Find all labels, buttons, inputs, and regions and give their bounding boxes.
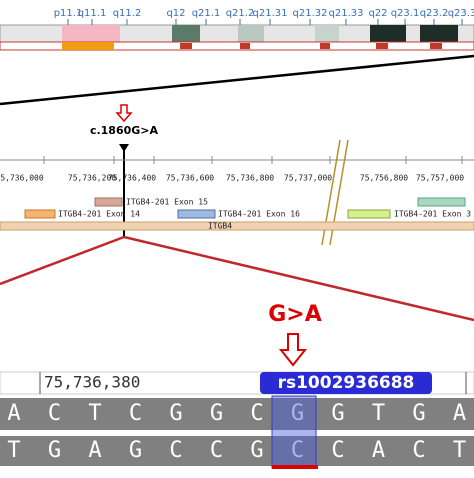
- band-label: q11.1: [78, 8, 107, 19]
- band-label: q12: [166, 8, 185, 19]
- marker: [240, 43, 250, 49]
- band-label: q11.2: [113, 8, 142, 19]
- arrow: [115, 104, 133, 123]
- base: A: [453, 401, 466, 426]
- coordinate-label: 75,736,400: [108, 174, 156, 183]
- gene-label: ITGB4: [208, 222, 232, 231]
- marker: [320, 43, 330, 49]
- base: C: [129, 401, 142, 426]
- coordinate: 75,736,380: [44, 373, 140, 392]
- variant-label: c.1860G>A: [90, 124, 159, 137]
- arrow: [278, 333, 308, 367]
- gene-bar: [0, 221, 474, 231]
- base: C: [291, 438, 304, 463]
- centromere: [62, 25, 120, 42]
- change-label: G>A: [268, 302, 322, 327]
- base: A: [88, 438, 101, 463]
- base: G: [331, 401, 344, 426]
- zoom-line: [123, 235, 474, 322]
- base: C: [250, 401, 263, 426]
- pointer: [119, 144, 129, 152]
- underline: [272, 465, 318, 469]
- base: G: [250, 438, 263, 463]
- band-label: p11.1: [54, 8, 83, 19]
- coordinate-label: 75,756,800: [360, 174, 408, 183]
- highlight: [62, 42, 114, 50]
- base: T: [88, 401, 101, 426]
- seq-row: [0, 398, 474, 430]
- base: T: [453, 438, 466, 463]
- exon: [417, 197, 466, 207]
- marker: [180, 43, 192, 49]
- base: G: [129, 438, 142, 463]
- band-dark: [420, 25, 458, 42]
- band-dark: [172, 25, 200, 42]
- seq-row: [0, 436, 474, 466]
- coordinate-label: 75,737,000: [284, 174, 332, 183]
- base: G: [210, 401, 223, 426]
- coordinate-label: 75,736,600: [166, 174, 214, 183]
- base: T: [372, 401, 385, 426]
- exon: [177, 209, 216, 219]
- zoom-line: [0, 54, 474, 106]
- exon-label: ITGB4-201 Exon 14: [58, 210, 140, 219]
- base: G: [291, 401, 304, 426]
- rs-badge: [260, 372, 432, 394]
- base: G: [412, 401, 425, 426]
- exon: [24, 209, 56, 219]
- band-label: q23.3: [448, 8, 474, 19]
- base: C: [169, 438, 182, 463]
- coordinate-label: 75,757,000: [416, 174, 464, 183]
- base: C: [210, 438, 223, 463]
- band-dark: [370, 25, 406, 42]
- marker: [376, 43, 388, 49]
- band-label: q21.2: [226, 8, 255, 19]
- base: A: [372, 438, 385, 463]
- band-label: q21.31: [253, 8, 288, 19]
- band-light: [315, 25, 339, 42]
- band-label: q21.33: [329, 8, 364, 19]
- base: G: [48, 438, 61, 463]
- exon-label: ITGB4-201 Exon 15: [126, 198, 208, 207]
- rs-id: rs1002936688: [278, 373, 415, 393]
- band-label: q22: [368, 8, 387, 19]
- base: C: [412, 438, 425, 463]
- base: T: [7, 438, 20, 463]
- band-track: [0, 41, 474, 51]
- coordinate-label: 5,736,000: [0, 174, 44, 183]
- coordinate-label: 75,736,200: [68, 174, 116, 183]
- base: C: [48, 401, 61, 426]
- band-label: q21.32: [293, 8, 328, 19]
- marker: [430, 43, 442, 49]
- exon: [94, 197, 123, 207]
- base: G: [169, 401, 182, 426]
- variant-highlight: [271, 395, 317, 469]
- band-label: q23.1: [391, 8, 420, 19]
- exon: [347, 209, 391, 219]
- exon-label: ITGB4-201 Exon 3: [394, 210, 471, 219]
- base: C: [331, 438, 344, 463]
- sequence: A C T C G G C G G T G AT G A G C C G C C A C T: [7, 401, 466, 463]
- exon-label: ITGB4-201 Exon 16: [218, 210, 300, 219]
- base: A: [7, 401, 20, 426]
- band-label: q21.1: [192, 8, 221, 19]
- zoom-line: [0, 235, 125, 286]
- band-light: [238, 25, 264, 42]
- coordinate-label: 75,736,800: [226, 174, 274, 183]
- band-label: q23.2: [420, 8, 449, 19]
